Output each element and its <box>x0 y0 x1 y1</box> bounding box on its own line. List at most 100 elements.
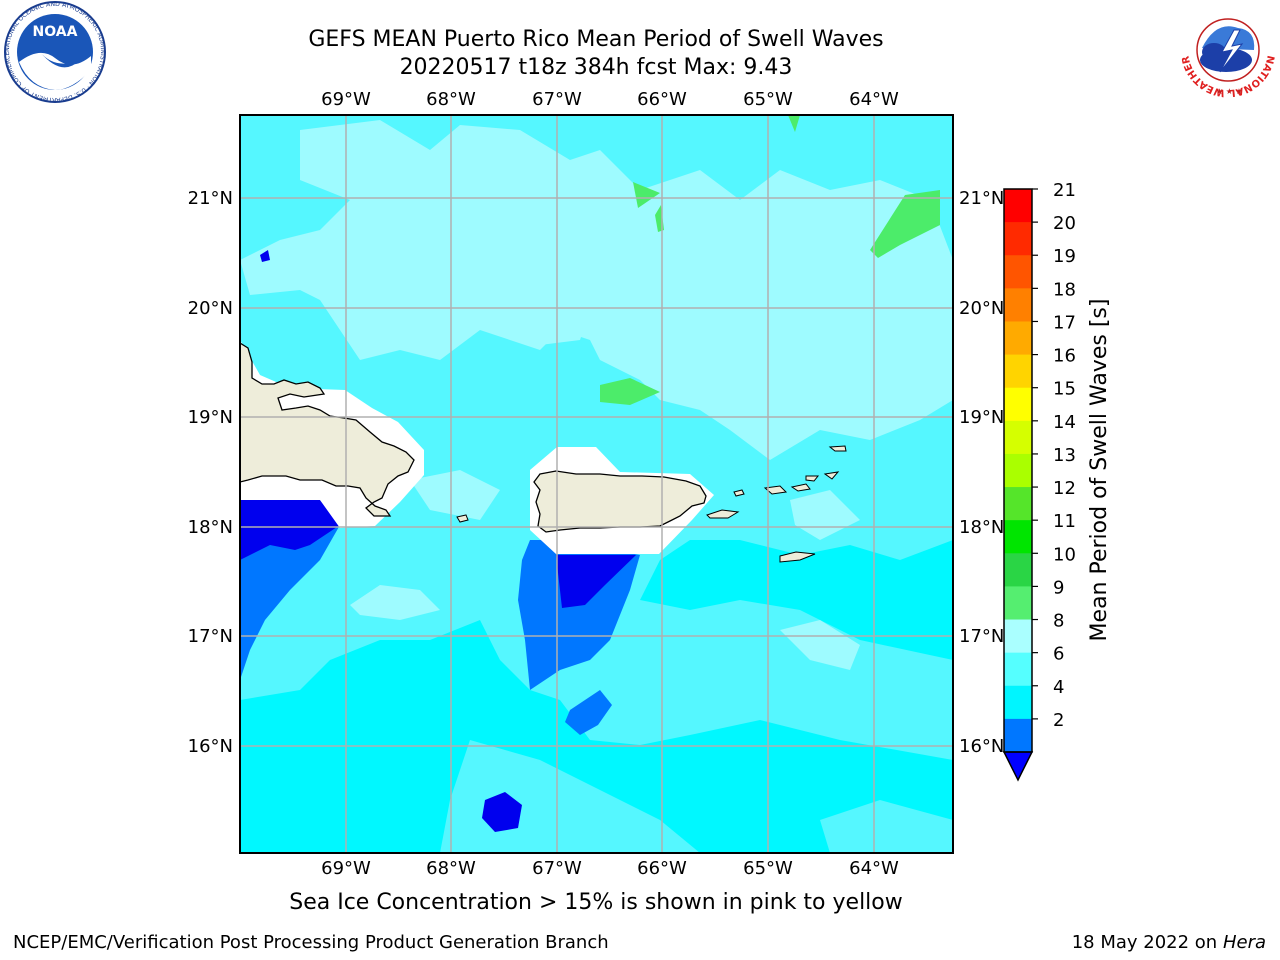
colorbar <box>1002 188 1034 782</box>
footer-date: 18 May 2022 on Hera <box>1072 932 1266 953</box>
period-zone-8-9 <box>780 620 860 670</box>
period-zone-6-8 <box>820 800 953 853</box>
colorbar-swatch <box>1004 553 1032 587</box>
period-zone-8-9 <box>430 290 590 345</box>
colorbar-tick-label: 8 <box>1053 611 1064 632</box>
colorbar-tick-label: 19 <box>1053 246 1076 267</box>
lat-label-right: 16°N <box>959 736 1004 757</box>
colorbar-swatch <box>1004 354 1032 389</box>
period-zone-below-2 <box>556 555 636 608</box>
noaa-logo: NATIONAL OCEANIC AND ATMOSPHERIC ADMINIS… <box>4 1 106 103</box>
land-anegada <box>828 445 847 452</box>
colorbar-tick-label: 16 <box>1053 346 1076 367</box>
lat-label-left: 18°N <box>188 517 233 538</box>
graticule <box>240 115 953 853</box>
land-virgin-islands <box>763 485 788 495</box>
lon-label-top: 66°W <box>637 89 687 110</box>
land-vieques <box>706 509 740 519</box>
lon-label-top: 64°W <box>849 89 899 110</box>
lat-label-left: 17°N <box>188 626 233 647</box>
colorbar-swatch <box>1004 189 1032 223</box>
land-virgin-islands <box>790 483 811 492</box>
colorbar-swatch <box>1004 288 1032 322</box>
colorbar-swatch <box>1004 685 1032 720</box>
noaa-logo-text: NOAA <box>33 24 78 40</box>
colorbar-swatch <box>1004 652 1032 687</box>
footer-branch: NCEP/EMC/Verification Post Processing Pr… <box>13 932 609 953</box>
colorbar-label: Mean Period of Swell Waves [s] <box>1087 299 1112 642</box>
colorbar-tick-label: 21 <box>1053 180 1076 201</box>
map-area <box>240 115 953 853</box>
colorbar-ticks: 21 20 19 18 17 16 15 14 13 12 11 10 9 8 6 4 2 <box>1032 180 1076 731</box>
land-st-croix <box>779 551 816 563</box>
colorbar-tick-label: 13 <box>1053 445 1076 466</box>
colorbar-swatch <box>1004 619 1032 654</box>
period-zone-below-2 <box>240 500 340 560</box>
lon-label-bottom: 69°W <box>321 858 371 879</box>
colorbar-tick-label: 15 <box>1053 379 1076 400</box>
land-culebra <box>733 489 745 497</box>
colorbar-swatch <box>1004 520 1032 554</box>
lon-label-bottom: 66°W <box>637 858 687 879</box>
colorbar-tick-label: 4 <box>1053 677 1064 698</box>
colorbar-swatch <box>1004 321 1032 356</box>
svg-text:★ ★ ★: ★ ★ ★ <box>1216 87 1243 96</box>
colorbar-tick-label: 10 <box>1053 544 1076 565</box>
period-zone-2-4 <box>565 690 612 735</box>
lat-label-left: 16°N <box>188 736 233 757</box>
period-zone-9-10 <box>870 190 940 258</box>
map-frame <box>239 114 954 854</box>
lat-label-left: 19°N <box>188 407 233 428</box>
chart-subtitle: 20220517 t18z 384h fcst Max: 9.43 <box>399 55 793 80</box>
lat-label-right: 21°N <box>959 188 1004 209</box>
lon-label-bottom: 67°W <box>532 858 582 879</box>
colorbar-swatch <box>1004 255 1032 289</box>
colorbar-tick-label: 14 <box>1053 412 1076 433</box>
land-mona-island <box>456 514 469 523</box>
period-zone-9-10 <box>633 182 660 208</box>
lat-label-left: 21°N <box>188 188 233 209</box>
period-zone-8-9 <box>350 585 440 620</box>
colorbar-swatch <box>1004 222 1032 256</box>
period-zone-2-4 <box>240 520 340 680</box>
colorbar-swatch <box>1004 487 1032 521</box>
lat-label-right: 19°N <box>959 407 1004 428</box>
colorbar-tick-label: 2 <box>1053 710 1064 731</box>
lat-label-left: 20°N <box>188 298 233 319</box>
lon-label-top: 68°W <box>426 89 476 110</box>
colorbar-tick-label: 17 <box>1053 312 1076 333</box>
colorbar-swatch <box>1004 718 1032 753</box>
period-zone-9-10 <box>788 115 800 132</box>
lon-label-top: 65°W <box>743 89 793 110</box>
footer-date-text: 18 May 2022 on <box>1071 932 1218 953</box>
colorbar-swatch <box>1004 420 1032 455</box>
period-zone-9-10 <box>600 378 660 405</box>
lat-label-right: 18°N <box>959 517 1004 538</box>
lon-label-bottom: 65°W <box>743 858 793 879</box>
land-puerto-rico <box>533 470 707 533</box>
chart-title: GEFS MEAN Puerto Rico Mean Period of Swe… <box>308 27 884 52</box>
sea-ice-note: Sea Ice Concentration > 15% is shown in … <box>289 890 903 915</box>
land-virgin-islands <box>823 471 840 480</box>
colorbar-tick-label: 11 <box>1053 511 1076 532</box>
colorbar-tick-label: 12 <box>1053 478 1076 499</box>
land-hispaniola <box>240 342 415 517</box>
lon-label-bottom: 68°W <box>426 858 476 879</box>
lat-label-right: 20°N <box>959 298 1004 319</box>
period-zone-below-2 <box>260 250 270 262</box>
colorbar-tick-label: 20 <box>1053 213 1076 234</box>
colorbar-swatch <box>1004 453 1032 488</box>
lon-label-top: 67°W <box>532 89 582 110</box>
land-virgin-islands <box>805 475 820 482</box>
nws-logo: NATIONAL WEATHER SERVICE ★ ★ ★ <box>1176 0 1276 98</box>
colorbar-frame <box>1003 188 1033 753</box>
colorbar-tick-label: 9 <box>1053 577 1064 598</box>
period-zone-8-9 <box>240 120 953 460</box>
colorbar-tick-label: 18 <box>1053 279 1076 300</box>
colorbar-tick-label: 6 <box>1053 644 1064 665</box>
lon-label-bottom: 64°W <box>849 858 899 879</box>
colorbar-swatch <box>1004 387 1032 422</box>
period-zone-8-9 <box>410 470 500 520</box>
colorbar-swatch <box>1004 586 1032 621</box>
